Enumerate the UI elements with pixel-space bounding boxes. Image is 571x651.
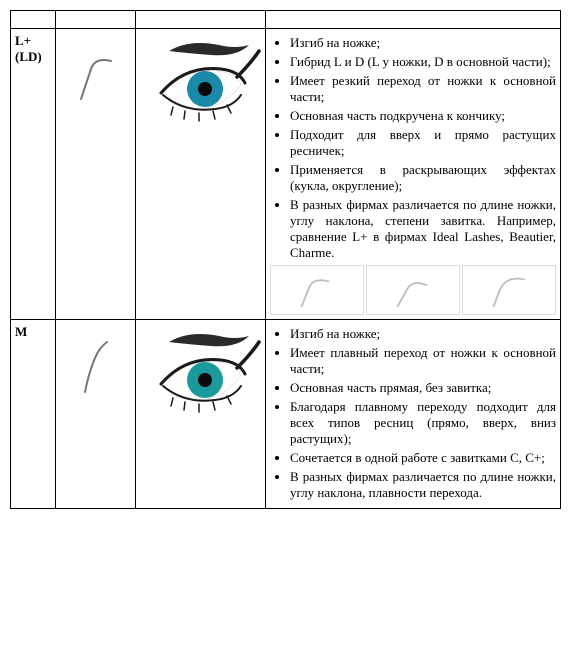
list-item: В разных фирмах различается по длине нож…: [290, 469, 556, 501]
eye-cell: [136, 29, 266, 320]
description-list: Изгиб на ножке; Имеет плавный переход от …: [270, 326, 556, 501]
list-item: Благодаря плавному переходу подходит для…: [290, 399, 556, 447]
comparison-curl: [463, 266, 555, 314]
list-item: Сочетается в одной работе с завитками C,…: [290, 450, 556, 466]
lash-curl-table: L+ (LD) Изгиб на ножке; Гибрид L и D (L у…: [10, 10, 561, 509]
comparison-cell: [462, 265, 556, 315]
comparison-row: [270, 265, 556, 315]
curl-shape: [61, 330, 131, 400]
list-item: Имеет резкий переход от ножки к основной…: [290, 73, 556, 105]
curl-shape: [61, 39, 131, 109]
curl-label: M: [11, 320, 56, 509]
comparison-cell: [366, 265, 460, 315]
list-item: В разных фирмах различается по длине нож…: [290, 197, 556, 261]
list-item: Изгиб на ножке;: [290, 35, 556, 51]
header-row: [11, 11, 561, 29]
list-item: Имеет плавный переход от ножки к основно…: [290, 345, 556, 377]
description-cell: Изгиб на ножке; Имеет плавный переход от …: [266, 320, 561, 509]
eye-illustration: [141, 37, 261, 132]
curl-label: L+ (LD): [11, 29, 56, 320]
list-item: Применяется в раскрывающих эффектах (кук…: [290, 162, 556, 194]
comparison-cell: [270, 265, 364, 315]
list-item: Основная часть подкручена к кончику;: [290, 108, 556, 124]
description-cell: Изгиб на ножке; Гибрид L и D (L у ножки, …: [266, 29, 561, 320]
eye-cell: [136, 320, 266, 509]
description-list: Изгиб на ножке; Гибрид L и D (L у ножки, …: [270, 35, 556, 261]
eye-illustration: [141, 328, 261, 423]
curl-cell: [56, 29, 136, 320]
curl-cell: [56, 320, 136, 509]
comparison-curl: [271, 266, 363, 314]
comparison-curl: [367, 266, 459, 314]
table-row: M Изгиб на ножке; Имеет плавный переход о…: [11, 320, 561, 509]
list-item: Основная часть прямая, без завитка;: [290, 380, 556, 396]
list-item: Изгиб на ножке;: [290, 326, 556, 342]
list-item: Гибрид L и D (L у ножки, D в основной ча…: [290, 54, 556, 70]
list-item: Подходит для вверх и прямо растущих ресн…: [290, 127, 556, 159]
table-row: L+ (LD) Изгиб на ножке; Гибрид L и D (L у…: [11, 29, 561, 320]
